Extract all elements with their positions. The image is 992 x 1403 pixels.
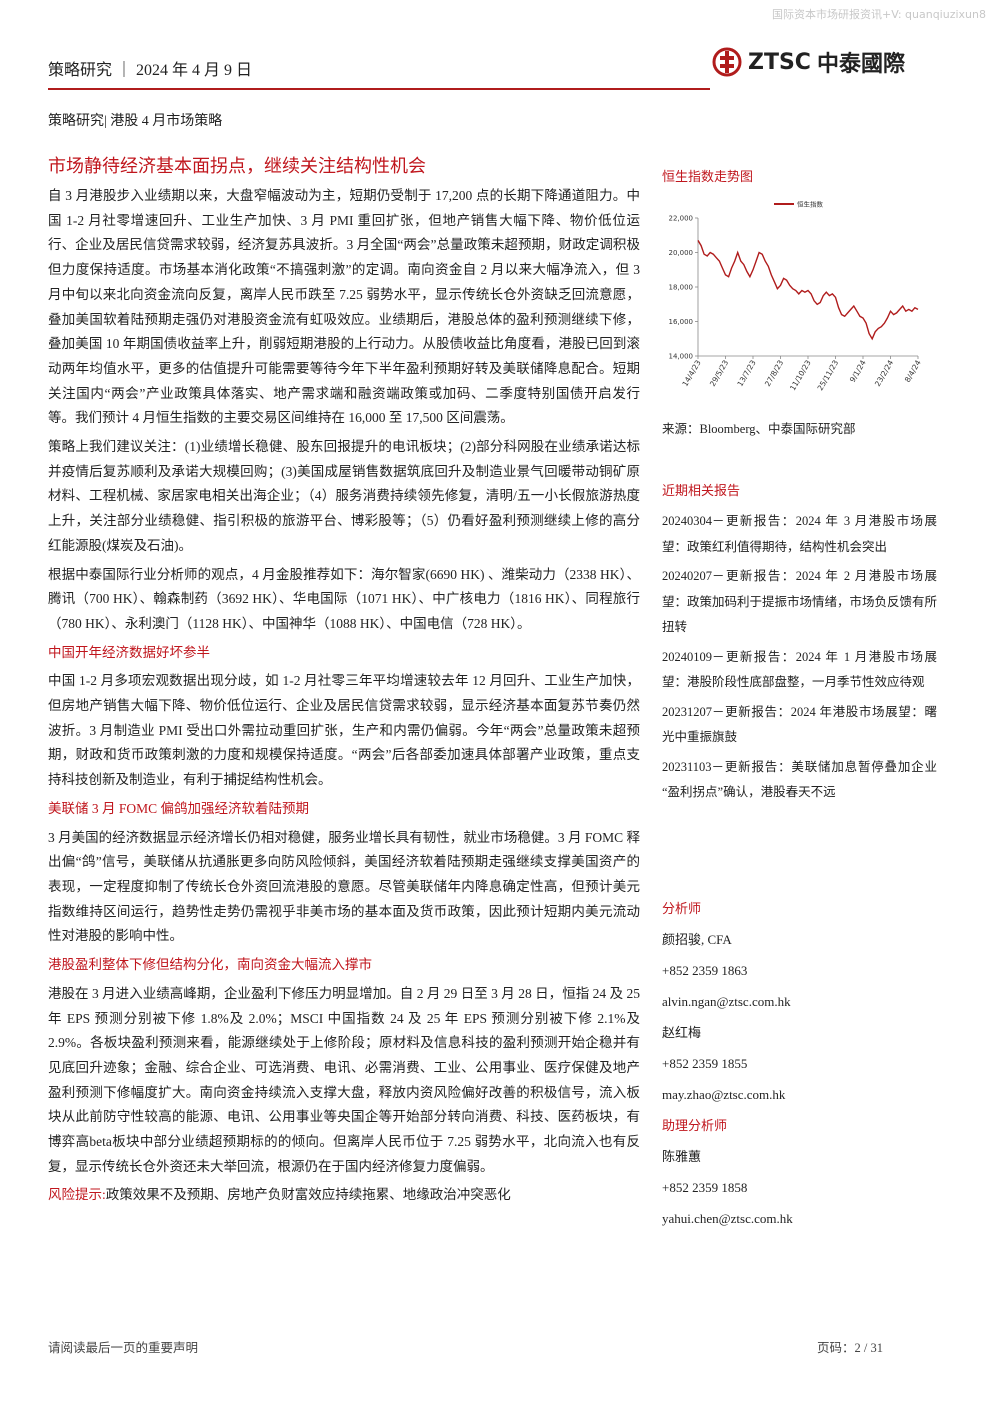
logo-mark: ZTSC: [748, 49, 811, 75]
analyst-name: 颜招骏, CFA: [662, 932, 732, 947]
x-tick-label: 23/2/24: [873, 358, 895, 388]
report-item: 20240207－更新报告：2024 年 2 月港股市场展望：政策加码利于提振市…: [662, 569, 938, 634]
header-rule: [48, 88, 710, 90]
x-tick-label: 11/10/23: [788, 358, 813, 392]
section-heading: 中国开年经济数据好坏参半: [48, 644, 210, 660]
risk: 风险提示:政策效果不及预期、房地产负财富效应持续拖累、地缘政治冲突恶化: [48, 1183, 640, 1208]
x-tick-label: 9/1/24: [848, 358, 868, 384]
chart-source: 来源：Bloomberg、中泰国际研究部: [662, 422, 856, 436]
analyst-phone: +852 2359 1858: [662, 1180, 748, 1195]
paragraph: 中国 1-2 月多项宏观数据出现分歧，如 1-2 月社零三年平均增速较去年 12…: [48, 673, 640, 788]
line-series: [697, 240, 919, 341]
analysts: 分析师 颜招骏, CFA +852 2359 1863 alvin.ngan@zts…: [662, 893, 937, 1234]
header-left: 策略研究 ｜ 2024 年 4 月 9 日: [48, 62, 253, 79]
x-tick-label: 14/4/23: [680, 358, 702, 388]
y-tick-label: 20,000: [669, 249, 694, 257]
y-tick-label: 16,000: [669, 318, 694, 326]
risk-text: 政策效果不及预期、房地产负财富效应持续拖累、地缘政治冲突恶化: [105, 1187, 511, 1203]
x-tick-label: 13/7/23: [735, 358, 757, 388]
analyst-phone: +852 2359 1863: [662, 963, 748, 978]
analyst-email: may.zhao@ztsc.com.hk: [662, 1087, 786, 1102]
section-heading: 美联储 3 月 FOMC 偏鸽加强经济软着陆预期: [48, 800, 310, 816]
analyst-name: 陈雅蕙: [662, 1149, 702, 1164]
watermark: 国际资本市场研报资讯+V: quanqiuzixun8: [771, 8, 986, 21]
analyst-email: yahui.chen@ztsc.com.hk: [662, 1211, 793, 1226]
chart-title: 恒生指数走势图: [662, 169, 754, 184]
paragraph: 自 3 月港股步入业绩期以来，大盘窄幅波动为主，短期仍受制于 17,200 点的…: [48, 188, 640, 426]
section-heading: 港股盈利整体下修但结构分化，南向资金大幅流入撑市: [48, 957, 372, 973]
report-item: 20231207－更新报告：2024 年港股市场展望：曙光中重振旗鼓: [662, 704, 937, 745]
logo-icon: [712, 47, 742, 77]
paragraph: 根据中泰国际行业分析师的观点，4 月金股推荐如下：海尔智家(6690 HK) 、…: [48, 566, 640, 631]
report-list: 20240304－更新报告：2024 年 3 月港股市场展望：政策红利值得期待，…: [662, 509, 937, 806]
subheader: 策略研究| 港股 4 月市场策略: [48, 114, 223, 129]
x-tick-label: 8/4/24: [903, 358, 923, 384]
report-item: 20240109－更新报告：2024 年 1 月港股市场展望：港股阶段性底部盘整…: [662, 649, 937, 690]
analyst-list: 颜招骏, CFA +852 2359 1863 alvin.ngan@ztsc.co…: [662, 924, 937, 1110]
paragraph: 策略上我们建议关注：(1)业绩增长稳健、股东回报提升的电讯板块；(2)部分科网股…: [48, 439, 640, 553]
paragraph: 3 月美国的经济数据显示经济增长仍相对稳健，服务业增长具有韧性，就业市场稳健。3…: [48, 829, 640, 944]
legend-label: 恒生指数: [797, 200, 824, 209]
assistant-list: 陈雅蕙 +852 2359 1858 yahui.chen@ztsc.com.hk: [662, 1141, 937, 1234]
chart: 14,000 16,000 18,000 20,000 22,000 14/4/23 29/…: [669, 200, 923, 393]
reports: 近期相关报告 20240304－更新报告：2024 年 3 月港股市场展望：政策…: [662, 480, 937, 810]
x-tick-label: 25/11/23: [816, 358, 841, 392]
report-item: 20240304－更新报告：2024 年 3 月港股市场展望：政策红利值得期待，…: [662, 514, 937, 554]
main-column: 市场静待经济基本面拐点，继续关注结构性机会 自 3 月港股步入业绩期以来，大盘窄…: [48, 152, 640, 1212]
footer-right: 页码：2 / 31: [817, 1341, 883, 1355]
risk-label: 风险提示:: [48, 1187, 106, 1203]
analyst-name: 赵红梅: [662, 1025, 702, 1040]
logo: ZTSC 中泰國際: [712, 46, 905, 78]
analyst-phone: +852 2359 1855: [662, 1056, 748, 1071]
analyst-email: alvin.ngan@ztsc.com.hk: [662, 994, 791, 1009]
x-tick-label: 29/5/23: [708, 358, 730, 388]
x-tick-label: 27/8/23: [763, 358, 785, 388]
main-title: 市场静待经济基本面拐点，继续关注结构性机会: [48, 156, 426, 176]
report-item: 20231103－更新报告：美联储加息暂停叠加企业“盈利拐点”确认，港股春天不远: [662, 759, 937, 800]
assistant-title: 助理分析师: [662, 1118, 728, 1133]
y-tick-label: 14,000: [669, 353, 694, 361]
reports-title: 近期相关报告: [662, 483, 741, 498]
logo-text: 中泰國際: [816, 52, 905, 77]
y-tick-label: 22,000: [669, 215, 694, 223]
y-tick-label: 18,000: [669, 284, 694, 292]
paragraph: 港股在 3 月进入业绩高峰期，企业盈利下修压力明显增加。自 2 月 29 日至 …: [48, 985, 640, 1174]
analyst-title: 分析师: [662, 901, 702, 916]
footer-left: 请阅读最后一页的重要声明: [48, 1341, 199, 1355]
